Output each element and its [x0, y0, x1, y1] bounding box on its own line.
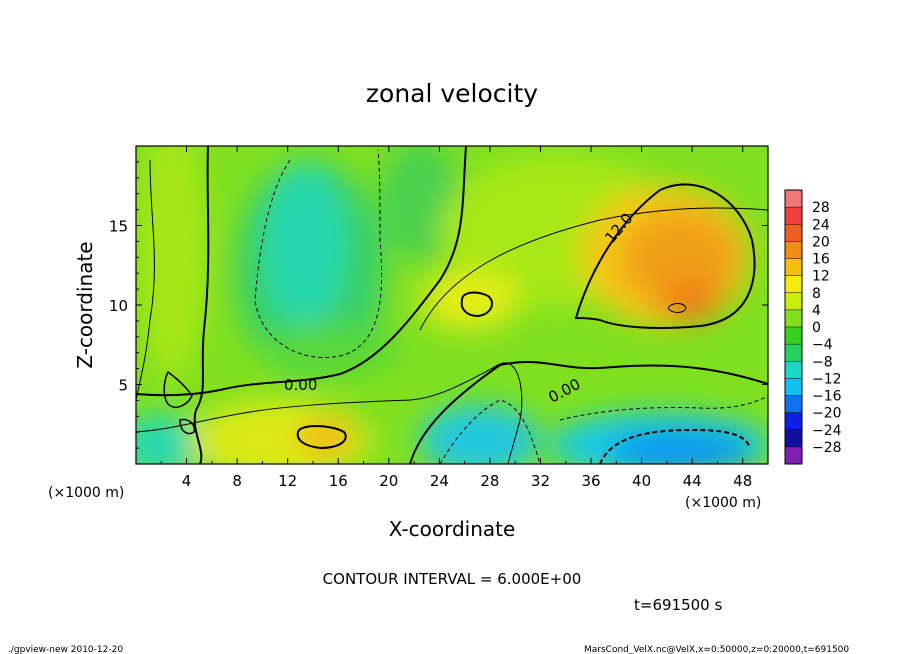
colorbar-label-10: −12 — [812, 371, 842, 387]
x-axis-ticks: 4 8 12 16 20 24 28 32 36 40 44 48 — [160, 146, 752, 490]
colorbar-swatch-15 — [785, 446, 802, 465]
colorbar-label-3: 16 — [812, 252, 830, 268]
colorbar-swatch-12 — [785, 395, 802, 414]
velocity-field — [136, 146, 768, 464]
colorbar-swatch-11 — [785, 378, 802, 396]
colorbar-swatch-5 — [785, 275, 802, 294]
x-tick-label-11: 48 — [733, 472, 752, 490]
colorbar-swatch-10 — [785, 361, 802, 379]
colorbar-label-2: 20 — [812, 234, 830, 250]
x-axis-label: X-coordinate — [389, 517, 516, 541]
colorbar-swatch-14 — [785, 429, 802, 448]
colorbar-label-12: −20 — [812, 406, 842, 422]
colorbar-label-7: 0 — [812, 320, 821, 336]
colorbar-swatch-1 — [785, 207, 802, 225]
colorbar-label-8: −4 — [812, 337, 833, 353]
x-tick-label-0: 4 — [182, 472, 192, 490]
colorbar-label-0: 28 — [812, 200, 830, 216]
colorbar-label-1: 24 — [812, 217, 830, 233]
x-tick-label-5: 24 — [430, 472, 449, 490]
colorbar-label-14: −28 — [812, 440, 842, 456]
x-tick-label-9: 40 — [632, 472, 651, 490]
colorbar-swatch-9 — [785, 344, 802, 362]
x-tick-label-8: 36 — [581, 472, 600, 490]
colorbar-swatch-0 — [785, 190, 802, 208]
z-axis-ticks: 5 10 15 — [109, 161, 768, 449]
footer-left: ./gpview-new 2010-12-20 — [8, 645, 123, 654]
colorbar-label-6: 4 — [812, 303, 821, 319]
contour-interval-text: CONTOUR INTERVAL = 6.000E+00 — [323, 570, 582, 588]
contour-label-zero-left: 0.00 — [284, 376, 317, 394]
x-tick-label-6: 28 — [480, 472, 499, 490]
z-tick-label-0: 5 — [118, 377, 128, 395]
x-tick-label-3: 16 — [329, 472, 348, 490]
colorbar-swatch-8 — [785, 327, 802, 345]
colorbar-label-13: −24 — [812, 423, 842, 439]
z-tick-label-2: 15 — [109, 218, 128, 236]
z-tick-label-1: 10 — [109, 297, 128, 315]
colorbar-swatch-4 — [785, 258, 802, 277]
chart-title: zonal velocity — [366, 79, 538, 108]
x-tick-label-2: 12 — [278, 472, 297, 490]
colorbar-label-11: −16 — [812, 389, 842, 405]
colorbar-swatch-7 — [785, 309, 802, 328]
colorbar-swatch-6 — [785, 292, 802, 311]
colorbar-label-4: 12 — [812, 269, 830, 285]
x-tick-label-1: 8 — [232, 472, 242, 490]
time-stamp: t=691500 s — [634, 596, 722, 614]
colorbar-label-5: 8 — [812, 286, 821, 302]
y-axis-label: Z-coordinate — [73, 241, 97, 368]
colorbar-swatch-2 — [785, 224, 802, 242]
colorbar-swatch-13 — [785, 412, 802, 431]
colorbar-label-9: −8 — [812, 354, 833, 370]
x-tick-label-10: 44 — [683, 472, 702, 490]
x-axis-unit-right: (×1000 m) — [685, 495, 761, 511]
x-axis-unit-left: (×1000 m) — [48, 485, 124, 501]
x-tick-label-7: 32 — [531, 472, 550, 490]
colorbar-swatch-3 — [785, 241, 802, 259]
footer-right: MarsCond_VelX.nc@VelX,x=0:50000,z=0:2000… — [584, 645, 849, 654]
x-tick-label-4: 20 — [379, 472, 398, 490]
